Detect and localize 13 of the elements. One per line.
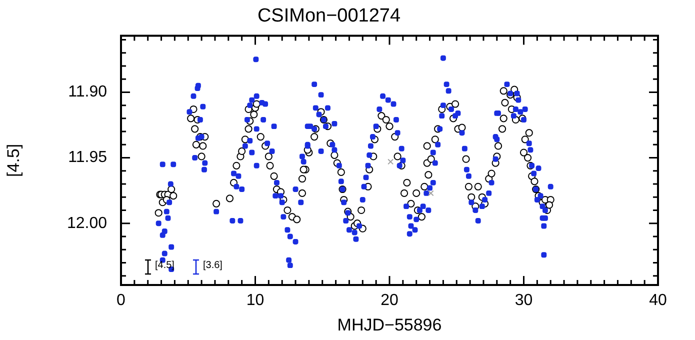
x-tick-label: 20 [380,292,398,310]
y-tick-label: 12.00 [66,214,108,232]
x-tick-label: 0 [116,292,126,310]
chart-title: CSIMon−001274 [257,6,401,27]
legend-label: [4.5] [155,260,175,271]
x-tick-label: 10 [246,292,264,310]
x-tick-label: 40 [649,292,667,310]
y-tick-label: 11.90 [68,84,108,101]
y-tick-label: 11.95 [68,149,108,166]
legend-label: [3.6] [203,260,223,271]
y-axis-title: [4.5] [4,144,23,177]
x-tick-label: 30 [514,292,533,310]
x-axis-title: MHJD−55896 [337,315,442,334]
